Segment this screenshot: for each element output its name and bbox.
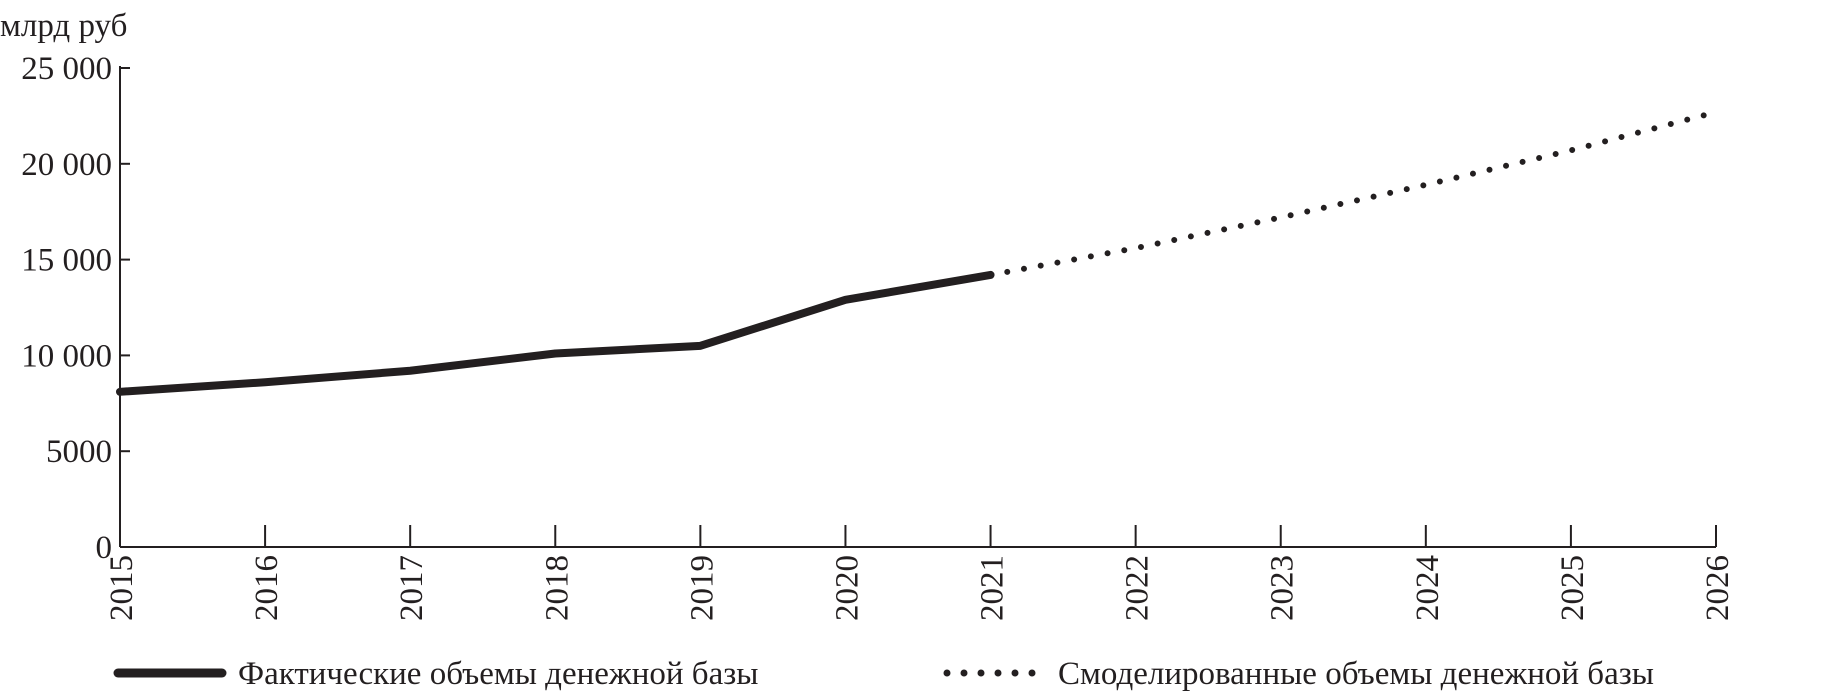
legend: Фактические объемы денежной базы Смодели… bbox=[113, 656, 1654, 692]
y-tick-label: 10 000 bbox=[21, 338, 112, 374]
x-tick-label: 2024 bbox=[1410, 555, 1446, 621]
series-actual-line bbox=[116, 270, 995, 396]
legend-dot bbox=[960, 669, 968, 677]
legend-label-actual: Фактические объемы денежной базы bbox=[238, 656, 758, 692]
x-tick-label: 2022 bbox=[1120, 555, 1156, 621]
axes: 0 5000 10 000 15 000 20 000 25 000 2015 2016 201… bbox=[21, 51, 1736, 621]
series-modeled-line bbox=[987, 109, 1719, 278]
legend-dot bbox=[943, 669, 951, 677]
series-lines bbox=[116, 109, 1719, 396]
legend-dotted-swatch bbox=[943, 669, 1036, 677]
x-tick-label: 2017 bbox=[394, 555, 430, 621]
x-tick-label: 2016 bbox=[249, 555, 285, 621]
y-tick-label: 20 000 bbox=[21, 147, 112, 183]
x-tick-label: 2026 bbox=[1700, 555, 1736, 621]
x-tick-label: 2015 bbox=[104, 555, 140, 621]
legend-dot bbox=[994, 669, 1002, 677]
y-tick-label: 0 bbox=[96, 530, 113, 566]
legend-label-modeled: Смоделированные объемы денежной базы bbox=[1058, 656, 1654, 692]
x-tick-label: 2020 bbox=[829, 555, 865, 621]
x-tick-label: 2018 bbox=[539, 555, 575, 621]
y-tick-label: 25 000 bbox=[21, 51, 112, 87]
x-tick-label: 2019 bbox=[684, 555, 720, 621]
x-tick-label: 2023 bbox=[1265, 555, 1301, 621]
legend-dot bbox=[1028, 669, 1036, 677]
y-axis-label: млрд руб bbox=[0, 8, 127, 44]
y-tick-label: 15 000 bbox=[21, 243, 112, 279]
legend-dot bbox=[1011, 669, 1019, 677]
legend-dot bbox=[977, 669, 985, 677]
x-tick-label: 2021 bbox=[975, 555, 1011, 621]
x-tick-label: 2025 bbox=[1555, 555, 1591, 621]
y-tick-label: 5000 bbox=[46, 434, 112, 470]
